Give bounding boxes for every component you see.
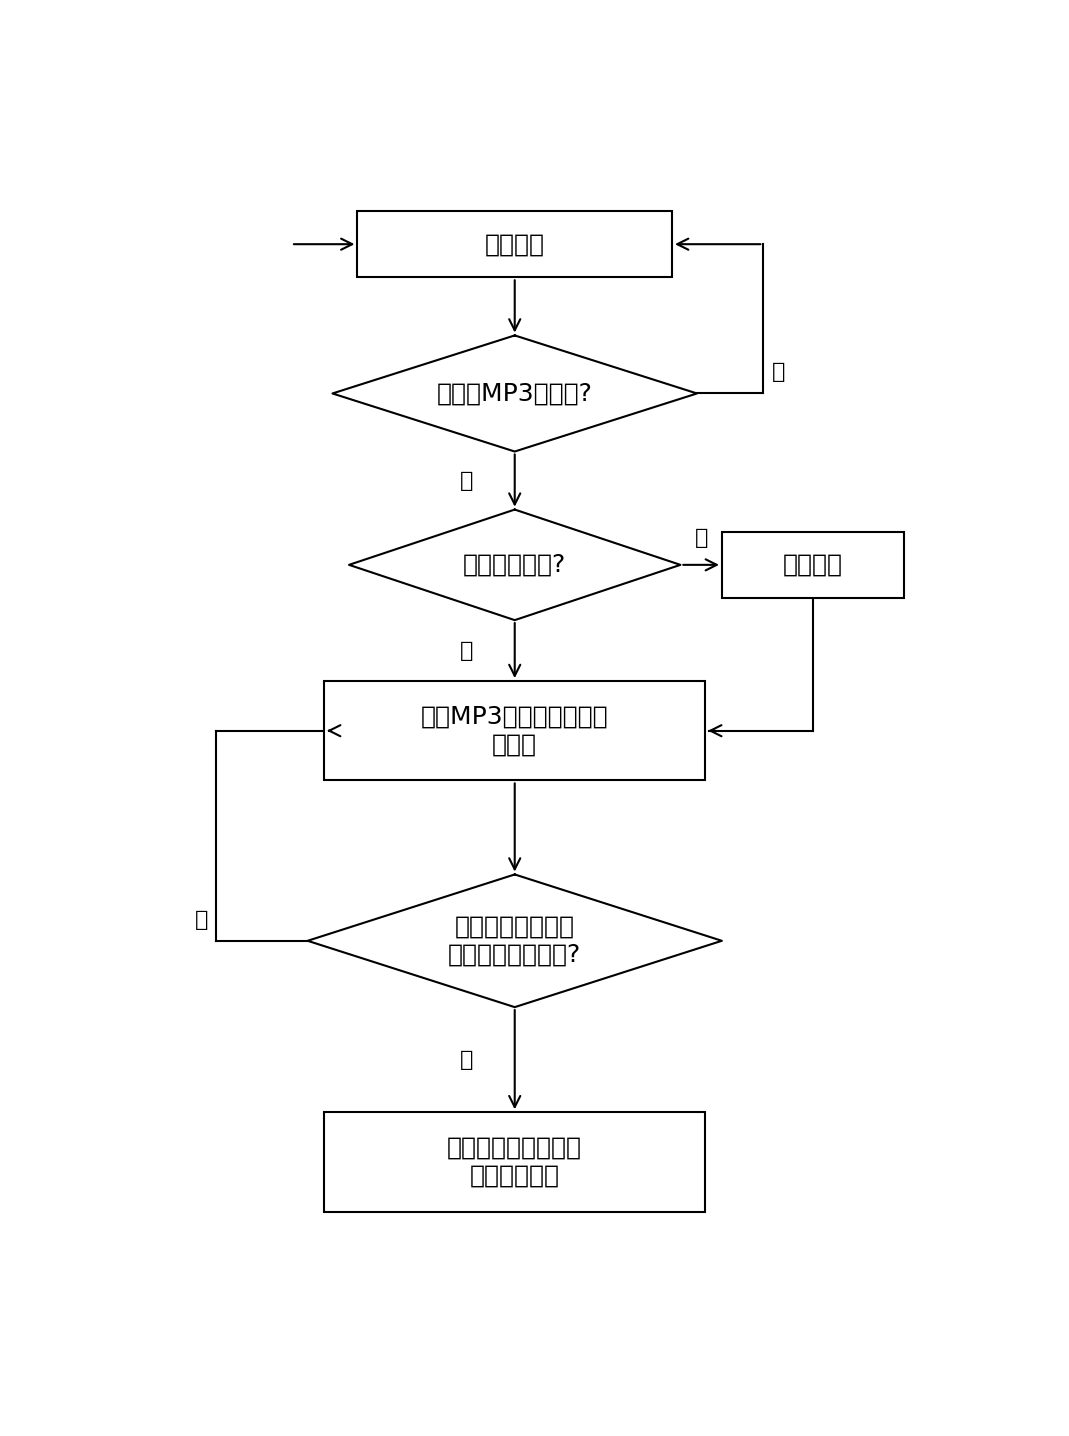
Bar bbox=[357, 211, 672, 277]
Text: 存在包含一定数量
的连续帧的数据块?: 存在包含一定数量 的连续帧的数据块? bbox=[448, 915, 582, 966]
Text: 是新的音频流?: 是新的音频流? bbox=[463, 553, 567, 577]
Text: 否: 否 bbox=[460, 640, 474, 661]
Text: 网络捕包: 网络捕包 bbox=[484, 233, 545, 256]
Text: 是音频MP3数据包?: 是音频MP3数据包? bbox=[437, 382, 592, 405]
Text: 否: 否 bbox=[195, 910, 208, 929]
Text: 是: 是 bbox=[460, 1050, 474, 1070]
Text: 修改对应的上下文后
解码该数据块: 修改对应的上下文后 解码该数据块 bbox=[447, 1136, 583, 1188]
Text: 否: 否 bbox=[772, 362, 785, 382]
Bar bbox=[722, 531, 904, 597]
Text: 是: 是 bbox=[460, 471, 474, 491]
Text: 是: 是 bbox=[695, 528, 708, 549]
Bar bbox=[324, 1111, 706, 1212]
Text: 新建缓存: 新建缓存 bbox=[783, 553, 843, 577]
Bar bbox=[324, 681, 706, 781]
Text: 剖离MP3帧，根据位置填
入缓存: 剖离MP3帧，根据位置填 入缓存 bbox=[421, 705, 608, 757]
